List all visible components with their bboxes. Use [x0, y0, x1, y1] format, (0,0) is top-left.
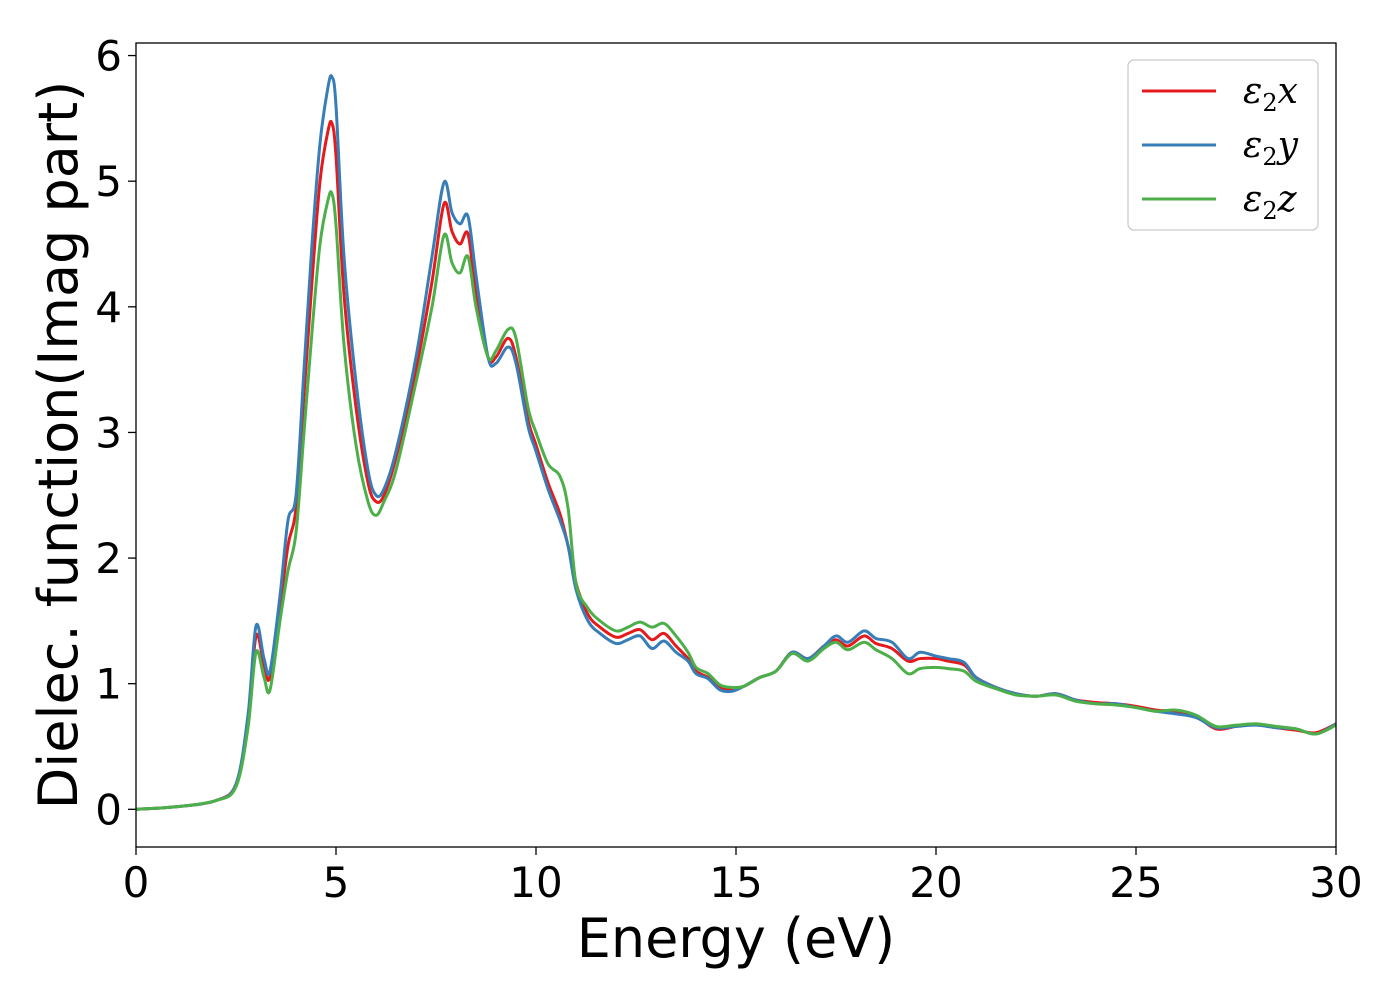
y-axis-title: Dielec. function(Imag part)	[27, 81, 90, 810]
series-layer	[136, 74, 1336, 811]
y-tick-label: 2	[95, 534, 122, 583]
y-tick-label: 6	[95, 32, 122, 81]
series-line-3	[136, 190, 1336, 811]
x-axis-ticks: 0 5 10 15 20 25 30	[123, 847, 1363, 907]
x-tick-label: 15	[709, 858, 762, 907]
legend-label-3: ε2z	[1243, 179, 1298, 225]
x-tick-label: 30	[1309, 858, 1362, 907]
y-tick-label: 1	[95, 660, 122, 709]
x-tick-label: 10	[509, 858, 562, 907]
legend-label-1: ε2x	[1243, 71, 1298, 117]
y-axis-ticks: 0 1 2 3 4 5 6	[95, 32, 136, 834]
y-tick-label: 0	[95, 785, 122, 834]
x-tick-label: 0	[123, 858, 150, 907]
x-tick-label: 25	[1109, 858, 1162, 907]
y-tick-label: 3	[95, 408, 122, 457]
legend-box	[1127, 59, 1319, 231]
x-tick-label: 20	[909, 858, 962, 907]
y-tick-label: 5	[95, 157, 122, 206]
legend-label-2: ε2y	[1243, 125, 1299, 171]
x-axis-title: Energy (eV)	[577, 907, 896, 970]
y-tick-label: 4	[95, 283, 122, 332]
legend: ε2x ε2y ε2z	[1127, 59, 1319, 231]
x-tick-label: 5	[323, 858, 350, 907]
